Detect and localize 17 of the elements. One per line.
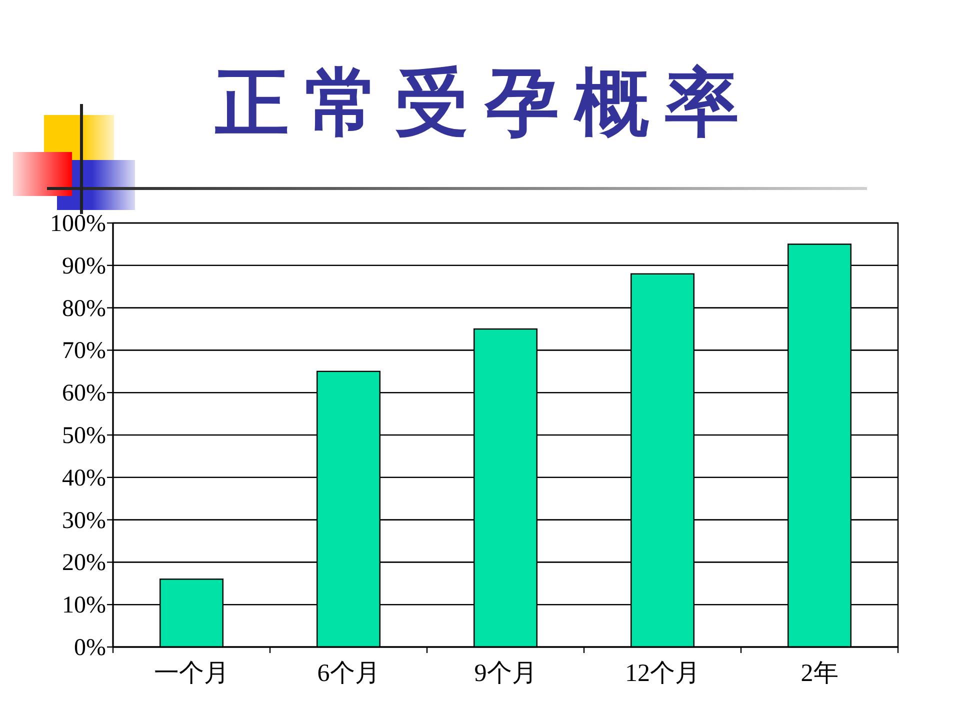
y-tick-label: 10%	[62, 592, 106, 619]
y-tick-label: 90%	[62, 253, 106, 280]
y-tick-label: 100%	[50, 211, 106, 237]
y-tick-label: 70%	[62, 338, 106, 364]
x-tick-label: 6个月	[317, 660, 380, 687]
x-tick-label: 12个月	[625, 660, 700, 687]
y-tick-label: 0%	[74, 635, 106, 661]
title: 正常受孕概率	[215, 60, 755, 146]
y-tick-label: 50%	[62, 423, 106, 449]
x-tick-label: 一个月	[154, 660, 229, 687]
y-tick-label: 40%	[62, 465, 106, 492]
x-tick-label: 9个月	[474, 660, 537, 687]
x-tick-label: 2年	[800, 660, 838, 687]
y-tick-label: 60%	[62, 380, 106, 407]
y-tick-label: 30%	[62, 508, 106, 534]
y-tick-label: 20%	[62, 550, 106, 576]
y-tick-label: 80%	[62, 296, 106, 322]
